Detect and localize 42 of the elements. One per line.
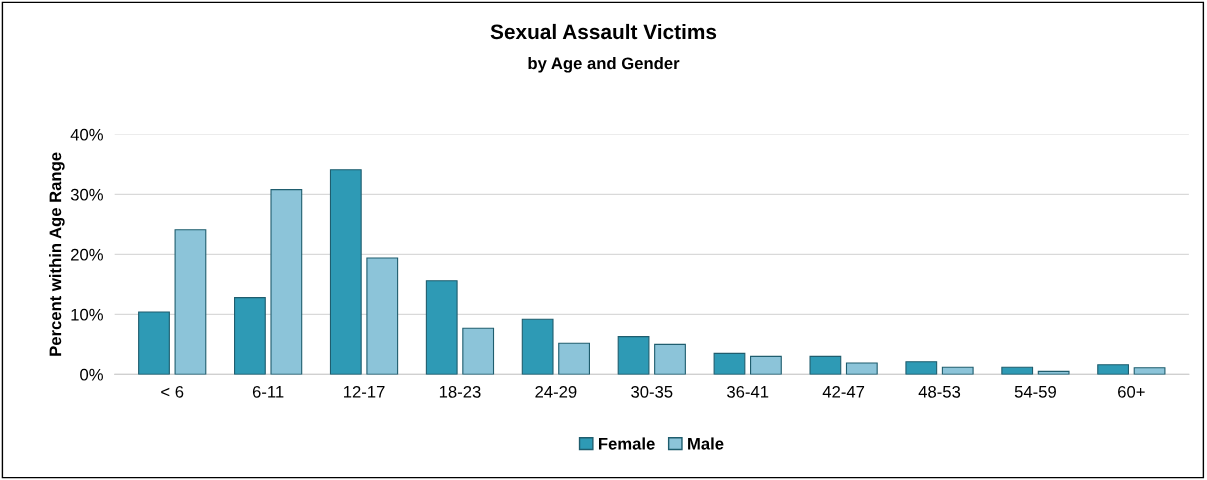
bar — [558, 342, 590, 375]
bar — [1001, 366, 1034, 375]
y-tick-label: 40% — [70, 128, 103, 141]
x-tick-label: 36-41 — [727, 385, 769, 398]
bar — [462, 327, 495, 375]
y-axis-title: Percent within Age Range — [49, 152, 65, 356]
bar — [654, 343, 686, 375]
x-tick-label: < 6 — [161, 385, 184, 398]
bar — [270, 189, 303, 375]
bar — [1133, 367, 1166, 375]
legend-label: Male — [688, 437, 724, 450]
bar — [329, 169, 362, 375]
y-tick-label: 30% — [70, 188, 103, 201]
bar — [845, 362, 878, 375]
x-tick-label: 42-47 — [822, 385, 865, 398]
bar — [366, 257, 399, 375]
chart-subtitle: by Age and Gender — [528, 57, 680, 73]
x-tick-label: 54-59 — [1014, 385, 1056, 398]
bar — [521, 318, 554, 375]
bar — [234, 297, 266, 375]
x-tick-label: 30-35 — [631, 385, 673, 398]
bar — [138, 311, 170, 375]
bar — [809, 355, 842, 375]
chart-title: Sexual Assault Victims — [490, 23, 717, 40]
x-tick-label: 18-23 — [439, 385, 481, 398]
x-tick-label: 24-29 — [535, 385, 577, 398]
bar — [1097, 364, 1130, 375]
bar — [174, 229, 207, 375]
legend-label: Female — [598, 437, 655, 450]
bar — [905, 361, 938, 375]
bar — [750, 355, 782, 375]
x-tick-label: 12-17 — [344, 385, 385, 398]
x-tick-label: 48-53 — [918, 385, 961, 398]
bar — [617, 336, 650, 375]
y-tick-label: 20% — [71, 248, 103, 261]
bar — [425, 280, 458, 375]
x-tick-label: 6-11 — [252, 385, 284, 398]
bar — [941, 366, 974, 375]
bar — [713, 352, 746, 375]
y-tick-label: 0% — [80, 368, 103, 381]
x-tick-label: 60+ — [1118, 385, 1145, 398]
y-tick-label: 10% — [71, 308, 103, 321]
